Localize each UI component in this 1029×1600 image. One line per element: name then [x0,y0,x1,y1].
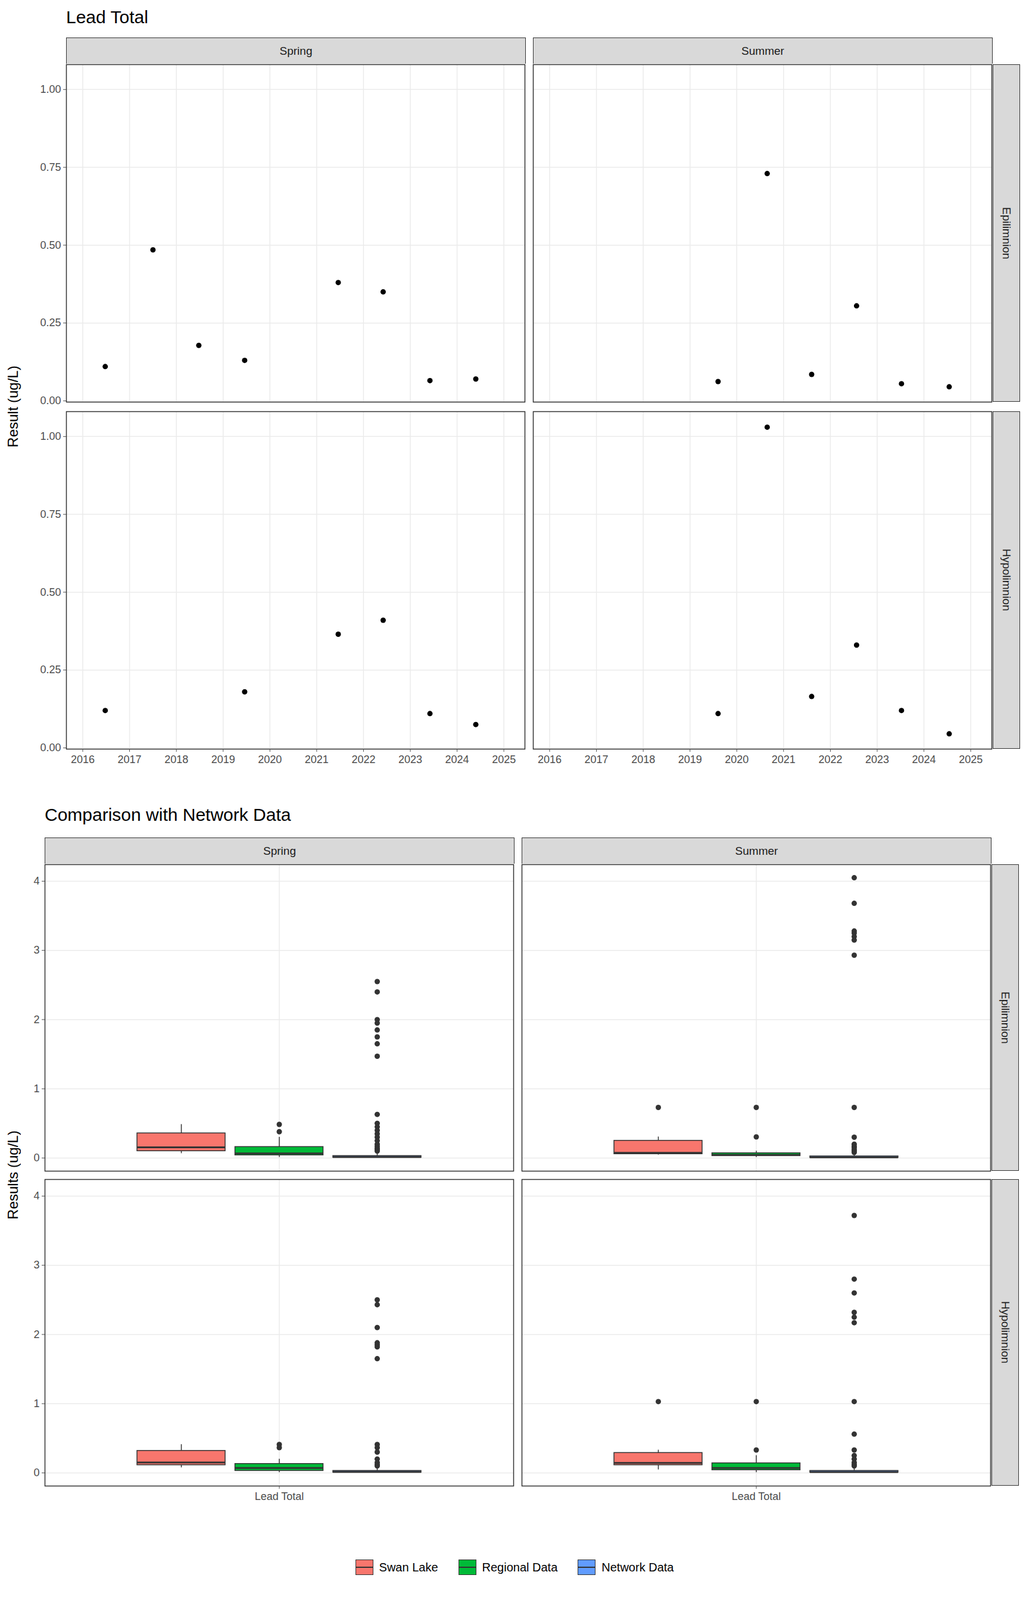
html-text:Comparison with Network Data: Comparison with Network Data [44,805,291,825]
svg-text:2017: 2017 [117,753,142,766]
svg-text:2022: 2022 [351,753,376,766]
svg-text:0.50: 0.50 [39,586,61,599]
svg-text:2020: 2020 [724,753,749,766]
svg-text:0.75: 0.75 [39,161,61,174]
svg-text:1: 1 [33,1083,40,1096]
svg-text:1.00: 1.00 [39,430,61,443]
html-text:Regional Data: Regional Data [482,1561,558,1575]
svg-text:2024: 2024 [912,753,937,766]
svg-text:2021: 2021 [304,753,329,766]
svg-text:1.00: 1.00 [39,83,61,96]
svg-text:4: 4 [33,875,40,888]
svg-text:2023: 2023 [865,753,890,766]
html-text:Spring: Spring [263,844,296,858]
svg-text:0.25: 0.25 [39,663,61,676]
svg-text:2016: 2016 [70,753,95,766]
svg-text:2023: 2023 [398,753,423,766]
svg-text:2019: 2019 [211,753,236,766]
html-text:Spring: Spring [279,44,313,57]
svg-text:2025: 2025 [958,753,983,766]
svg-text:2024: 2024 [445,753,470,766]
svg-text:0.75: 0.75 [39,508,61,521]
svg-text:2: 2 [33,1329,40,1342]
svg-text:3: 3 [33,1259,40,1272]
svg-text:2020: 2020 [257,753,282,766]
html-text:Epilimnion: Epilimnion [999,991,1012,1045]
svg-text:0.25: 0.25 [39,316,61,329]
html-text:Network Data: Network Data [601,1561,674,1575]
svg-text:0.00: 0.00 [39,394,61,407]
svg-text:0.00: 0.00 [39,741,61,754]
html-text:Lead Total: Lead Total [66,7,149,27]
svg-text:2016: 2016 [537,753,562,766]
html-text:Hypolimnion: Hypolimnion [999,1301,1012,1365]
svg-text:0.50: 0.50 [39,239,61,252]
svg-text:3: 3 [33,944,40,957]
html-text:Summer: Summer [741,44,785,57]
svg-text:2: 2 [33,1014,40,1027]
svg-text:2025: 2025 [491,753,516,766]
html-text:Swan Lake: Swan Lake [379,1561,438,1575]
html-text:Results (ug/L): Results (ug/L) [4,1130,21,1220]
svg-text:0: 0 [33,1467,40,1480]
html-text:Hypolimnion: Hypolimnion [1000,549,1013,612]
svg-text:Lead Total: Lead Total [254,1491,305,1504]
svg-text:2018: 2018 [631,753,656,766]
svg-text:2017: 2017 [584,753,609,766]
svg-text:2018: 2018 [164,753,189,766]
svg-text:4: 4 [33,1190,40,1203]
html-text:Epilimnion: Epilimnion [1000,207,1013,260]
svg-text:2022: 2022 [818,753,843,766]
html-text:Summer: Summer [735,844,778,858]
svg-text:2019: 2019 [678,753,703,766]
svg-text:Lead Total: Lead Total [731,1491,782,1504]
html-text:Result (ug/L): Result (ug/L) [4,365,21,448]
svg-text:2021: 2021 [771,753,796,766]
svg-text:0: 0 [33,1152,40,1165]
svg-text:1: 1 [33,1398,40,1411]
